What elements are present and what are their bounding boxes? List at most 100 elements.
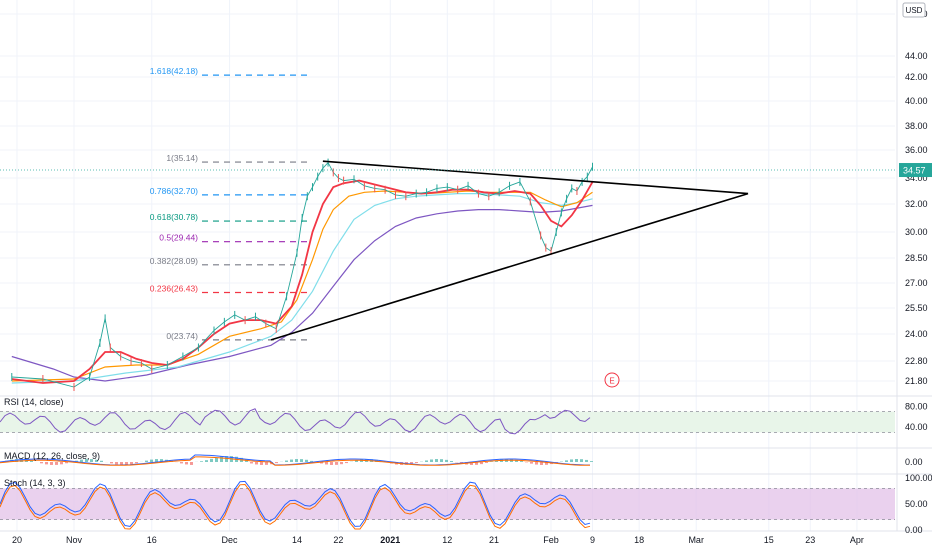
time-tick-label: 18 <box>634 535 644 545</box>
time-tick-label: 9 <box>590 535 595 545</box>
macd-histogram-bar <box>155 459 158 462</box>
macd-histogram-bar <box>55 462 58 465</box>
macd-histogram-bar <box>115 462 118 465</box>
macd-histogram-bar <box>330 462 333 465</box>
macd-histogram-bar <box>430 459 433 462</box>
rsi-panel-title: RSI (14, close) <box>4 397 64 407</box>
fibonacci-levels: 1.618(42.18) 1(35.14) 0.786(32.70) 0.618(30… <box>150 66 310 341</box>
macd-histogram-bar <box>45 462 48 465</box>
time-tick-label: Dec <box>222 535 239 545</box>
macd-histogram-bar <box>145 460 148 462</box>
last-price-label: 34.57 <box>903 166 926 176</box>
fib-level-label: 0.236(26.43) <box>150 284 198 294</box>
macd-histogram-bar <box>160 459 163 462</box>
macd-histogram-bar <box>320 462 323 464</box>
macd-histogram-bar <box>345 462 348 464</box>
macd-histogram-bar <box>65 462 68 464</box>
svg-text:Stoch (14, 3, 3): Stoch (14, 3, 3) <box>4 478 66 488</box>
macd-histogram-bar <box>100 460 103 462</box>
rsi-tick-label: 40.00 <box>905 422 928 432</box>
price-tick-label: 44.00 <box>905 51 928 61</box>
macd-histogram-bar <box>190 462 193 465</box>
macd-histogram-bar <box>300 459 303 462</box>
stoch-d-line <box>0 483 591 530</box>
macd-histogram-bar <box>450 460 453 462</box>
macd-histogram-bar <box>205 460 208 462</box>
price-tick-label: 27.00 <box>905 278 928 288</box>
time-tick-label: 23 <box>805 535 815 545</box>
price-tick-label: 36.00 <box>905 145 928 155</box>
macd-histogram-bar <box>95 459 98 462</box>
macd-histogram-bar <box>340 462 343 465</box>
macd-histogram-bar <box>60 462 63 465</box>
time-tick-label: 21 <box>489 535 499 545</box>
time-tick-label: Feb <box>543 535 559 545</box>
time-tick-label: Mar <box>688 535 704 545</box>
macd-histogram-bar <box>85 459 88 462</box>
price-tick-label: 22.80 <box>905 356 928 366</box>
stoch-tick-label: 50.00 <box>905 499 928 509</box>
series-ema50 <box>11 193 593 384</box>
triangle-trendlines[interactable] <box>270 160 749 341</box>
macd-histogram-bar <box>150 459 153 462</box>
price-tick-label: 24.00 <box>905 329 928 339</box>
currency-badge[interactable]: USD <box>902 2 926 18</box>
macd-histogram-bar <box>130 462 133 465</box>
macd-histogram-bar <box>110 462 113 464</box>
earnings-marker[interactable]: E <box>604 372 620 388</box>
macd-histogram-bar <box>220 456 223 462</box>
time-tick-label: Nov <box>66 535 83 545</box>
price-tick-label: 34.00 <box>905 173 928 183</box>
last-price-badge <box>899 163 932 178</box>
time-tick-label: 15 <box>764 535 774 545</box>
macd-histogram-bar <box>255 462 258 465</box>
price-tick-label: 32.00 <box>905 199 928 209</box>
macd-histogram-bar <box>30 460 33 462</box>
macd-histogram-bar <box>310 460 313 462</box>
stoch-tick-label: 0.00 <box>905 525 923 535</box>
price-tick-label: 40.00 <box>905 96 928 106</box>
price-tick-label: 25.50 <box>905 303 928 313</box>
stoch-tick-label: 100.00 <box>905 473 932 483</box>
macd-histogram-bar <box>90 459 93 462</box>
macd-histogram-bar <box>470 462 473 465</box>
macd-histogram-bar <box>325 462 328 465</box>
macd-histogram-bar <box>590 461 593 462</box>
macd-histogram-bar <box>120 462 123 465</box>
time-tick-label: 20 <box>12 535 22 545</box>
macd-histogram-bar <box>260 462 263 465</box>
currency-label: USD <box>906 6 923 15</box>
macd-signal-line <box>0 456 590 466</box>
price-tick-label: 21.80 <box>905 376 928 386</box>
macd-histogram-bar <box>515 459 518 462</box>
macd-histogram-bar <box>530 462 533 464</box>
fib-level-label: 1(35.14) <box>166 153 198 163</box>
macd-histogram-bar <box>355 460 358 462</box>
price-series <box>11 158 594 391</box>
time-tick-label: 12 <box>442 535 452 545</box>
fib-level-label: 1.618(42.18) <box>150 66 198 76</box>
svg-text:RSI (14, close): RSI (14, close) <box>4 397 64 407</box>
price-tick-label: 42.00 <box>905 72 928 82</box>
macd-histogram-bar <box>410 462 413 465</box>
rsi-line <box>0 408 591 435</box>
time-tick-label: 14 <box>292 535 302 545</box>
macd-histogram-bar <box>225 456 228 462</box>
macd-histogram-bar <box>265 462 268 465</box>
fib-level-label: 0.5(29.44) <box>159 233 198 243</box>
macd-histogram-bar <box>305 459 308 462</box>
time-tick-label: 2021 <box>380 535 400 545</box>
macd-histogram-bar <box>425 460 428 462</box>
stoch-panel-title: Stoch (14, 3, 3) <box>4 478 66 488</box>
macd-tick-label: 0.00 <box>905 457 923 467</box>
macd-histogram-bar <box>415 462 418 464</box>
macd-histogram-bar <box>480 462 483 465</box>
trendline-upper[interactable] <box>322 160 749 195</box>
macd-histogram-bar <box>585 459 588 462</box>
macd-histogram-bar <box>485 462 488 463</box>
trendline-lower[interactable] <box>270 192 749 341</box>
fib-level-label: 0(23.74) <box>166 331 198 341</box>
macd-histogram-bar <box>290 459 293 462</box>
fib-level-label: 0.382(28.09) <box>150 256 198 266</box>
